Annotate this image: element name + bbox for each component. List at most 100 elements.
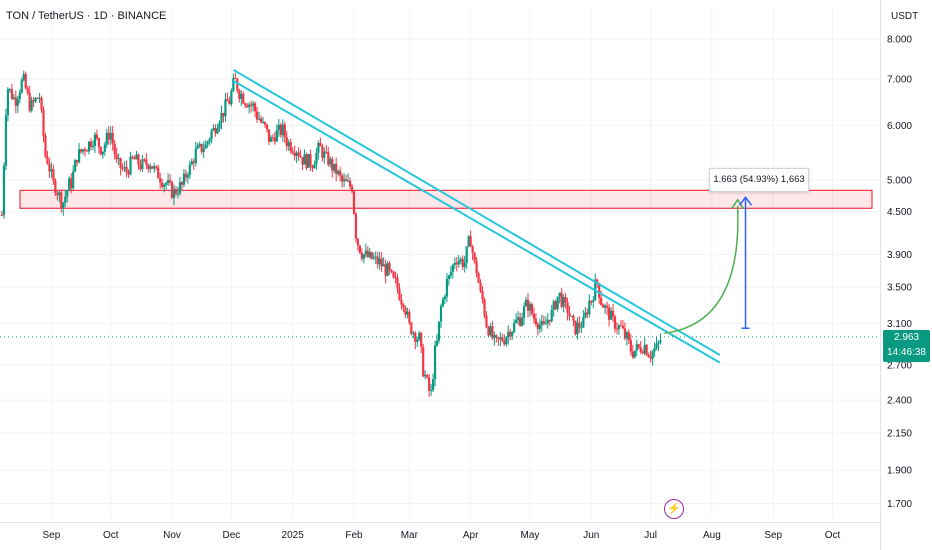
lightning-bolt-icon[interactable]: ⚡ bbox=[664, 499, 684, 519]
candle-down bbox=[366, 250, 369, 257]
projection-arrow bbox=[664, 205, 739, 334]
candle-down bbox=[226, 99, 229, 102]
candle-up bbox=[303, 154, 306, 165]
candle-down bbox=[420, 332, 423, 348]
last-price-badge: 2.963 14:46:38 bbox=[883, 330, 930, 362]
candle-up bbox=[453, 262, 456, 265]
candle-up bbox=[570, 315, 573, 317]
candle-up bbox=[659, 340, 662, 343]
candle-up bbox=[58, 192, 61, 196]
candle-down bbox=[574, 320, 577, 335]
candle-up bbox=[62, 202, 65, 209]
candle-up bbox=[208, 139, 211, 142]
candle-up bbox=[655, 343, 658, 349]
candle-down bbox=[244, 103, 247, 106]
candle-down bbox=[358, 245, 362, 253]
candle-up bbox=[74, 160, 77, 172]
candle-down bbox=[606, 305, 609, 308]
candle-down bbox=[85, 150, 89, 152]
candle-down bbox=[10, 88, 13, 99]
candle-down bbox=[392, 271, 395, 278]
candle-down bbox=[56, 193, 59, 196]
candle-up bbox=[66, 190, 69, 197]
candle-down bbox=[491, 326, 494, 339]
candle-up bbox=[562, 297, 565, 307]
candle-up bbox=[22, 74, 25, 80]
candle-down bbox=[497, 337, 500, 340]
candle-up bbox=[342, 179, 346, 182]
candle-up bbox=[87, 141, 91, 152]
candle-down bbox=[631, 351, 634, 358]
candle-up bbox=[333, 163, 336, 171]
candle-down bbox=[637, 344, 640, 348]
candle-down bbox=[46, 156, 49, 164]
candle-down bbox=[271, 137, 274, 139]
candle-up bbox=[307, 154, 310, 168]
candle-down bbox=[255, 111, 259, 120]
candle-up bbox=[499, 337, 502, 340]
candle-up bbox=[522, 306, 526, 318]
x-tick-label: Sep bbox=[764, 530, 782, 541]
y-tick-label: 3.900 bbox=[887, 250, 912, 261]
grid bbox=[0, 8, 880, 518]
candle-down bbox=[285, 137, 288, 147]
candle-down bbox=[335, 163, 338, 174]
candle-up bbox=[437, 321, 441, 341]
x-tick-label: Jul bbox=[644, 530, 657, 541]
candle-up bbox=[558, 292, 561, 297]
candle-down bbox=[52, 169, 55, 181]
candle-up bbox=[30, 100, 33, 111]
measure-label[interactable]: 1.663 (54.93%) 1,663 bbox=[709, 168, 809, 192]
candle-down bbox=[143, 159, 146, 161]
y-tick-label: 1.900 bbox=[887, 466, 912, 477]
x-tick-label: Oct bbox=[825, 530, 841, 541]
candle-down bbox=[422, 347, 425, 377]
candle-down bbox=[356, 238, 360, 246]
candle-up bbox=[584, 312, 587, 318]
candle-up bbox=[524, 299, 528, 307]
candle-up bbox=[443, 296, 447, 300]
candle-down bbox=[107, 132, 110, 140]
candle-down bbox=[200, 143, 203, 152]
candle-up bbox=[178, 182, 182, 194]
candle-down bbox=[536, 324, 539, 329]
candle-up bbox=[313, 164, 316, 169]
candle-down bbox=[564, 297, 567, 303]
candle-down bbox=[234, 77, 237, 79]
candle-up bbox=[609, 310, 613, 320]
candle-up bbox=[433, 345, 437, 379]
candle-down bbox=[400, 299, 403, 305]
candle-down bbox=[222, 112, 225, 117]
candle-down bbox=[121, 168, 124, 170]
candle-up bbox=[439, 306, 443, 322]
candle-up bbox=[418, 332, 421, 340]
candle-down bbox=[641, 352, 644, 354]
candle-up bbox=[346, 180, 350, 182]
candle-up bbox=[188, 164, 191, 176]
x-tick-label: Oct bbox=[103, 530, 119, 541]
candle-down bbox=[321, 146, 324, 158]
candle-up bbox=[435, 340, 439, 346]
x-tick-label: Apr bbox=[463, 530, 479, 541]
candle-down bbox=[344, 179, 348, 182]
candle-up bbox=[50, 169, 53, 172]
candle-down bbox=[348, 180, 352, 187]
x-tick-label: May bbox=[521, 530, 540, 541]
candle-down bbox=[250, 104, 253, 106]
x-tick-label: Sep bbox=[43, 530, 61, 541]
candle-down bbox=[32, 100, 35, 102]
candle-up bbox=[149, 166, 152, 169]
candle-down bbox=[542, 321, 545, 324]
x-tick-label: Feb bbox=[345, 530, 363, 541]
candle-down bbox=[352, 191, 356, 214]
candle-up bbox=[12, 97, 15, 99]
candle-up bbox=[424, 374, 427, 377]
candle-down bbox=[44, 136, 47, 157]
candle-down bbox=[327, 152, 330, 165]
candle-up bbox=[657, 342, 660, 344]
candle-up bbox=[78, 149, 81, 163]
candle-down bbox=[627, 332, 630, 340]
candle-down bbox=[586, 312, 589, 315]
axes: 8.000 7.000 6.000 5.000 4.500 3.900 3.500 3.100… bbox=[0, 0, 912, 550]
